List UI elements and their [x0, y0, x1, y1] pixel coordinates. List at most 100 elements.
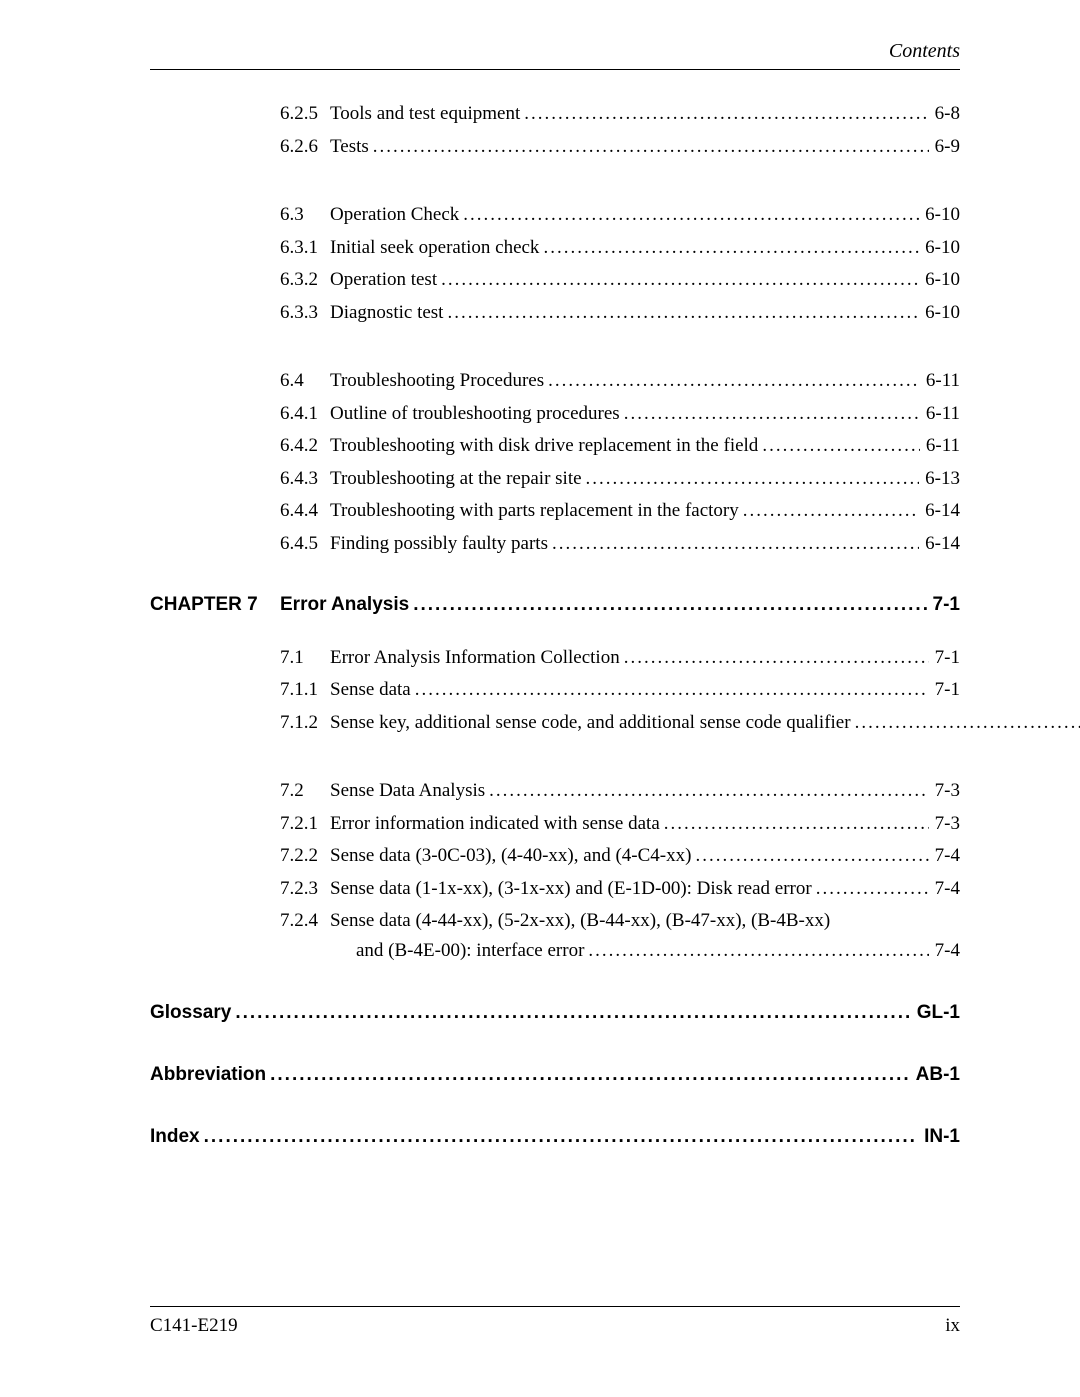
toc-num: 6.3.2: [280, 266, 330, 294]
toc-num: 6.3.3: [280, 299, 330, 327]
toc-num: 6.4: [280, 367, 330, 395]
chapter-7-heading: CHAPTER 7 Error Analysis 7-1: [150, 594, 960, 616]
spacer: [150, 344, 960, 362]
footer-page-num: ix: [945, 1315, 960, 1337]
leader-dots: [489, 777, 929, 805]
toc-page: 7-3: [929, 777, 960, 805]
toc-page: 7-3: [929, 810, 960, 838]
toc-title: Outline of troubleshooting procedures: [330, 400, 624, 428]
toc-page: 7-4: [929, 842, 960, 870]
leader-dots: [762, 432, 920, 460]
toc-page: 6-10: [919, 234, 960, 262]
leader-dots: [548, 367, 920, 395]
toc-title: Sense data (1-1x-xx), (3-1x-xx) and (E-1…: [330, 875, 816, 903]
abbreviation-entry: Abbreviation AB-1: [150, 1064, 960, 1086]
chapter-label: CHAPTER 7: [150, 594, 280, 616]
leader-dots: [463, 201, 919, 229]
toc-page: 7-4: [929, 875, 960, 903]
toc-entry: 6.4.2 Troubleshooting with disk drive re…: [280, 432, 960, 460]
toc-entry: 6.4.3 Troubleshooting at the repair site…: [280, 465, 960, 493]
toc-page: 6-8: [929, 100, 960, 128]
toc-page: 7-1: [929, 644, 960, 672]
spacer: [150, 754, 960, 772]
toc-entry: 7.2 Sense Data Analysis 7-3: [280, 777, 960, 805]
page-container: Contents 6.2.5 Tools and test equipment …: [0, 0, 1080, 1208]
page-footer: C141-E219 ix: [150, 1306, 960, 1337]
toc-entry: 6.3.3 Diagnostic test 6-10: [280, 299, 960, 327]
toc-num: 7.2.3: [280, 875, 330, 903]
leader-dots: [543, 234, 919, 262]
leader-dots: [695, 842, 928, 870]
toc-num: 6.4.1: [280, 400, 330, 428]
toc-entry: 7.1 Error Analysis Information Collectio…: [280, 644, 960, 672]
toc-num: 6.3: [280, 201, 330, 229]
toc-entry: 7.2.3 Sense data (1-1x-xx), (3-1x-xx) an…: [280, 875, 960, 903]
toc-entry-724-line1: 7.2.4 Sense data (4-44-xx), (5-2x-xx), (…: [280, 907, 960, 935]
toc-page: 7-4: [929, 940, 960, 962]
toc-entry: 6.4.4 Troubleshooting with parts replace…: [280, 497, 960, 525]
toc-title: Troubleshooting with disk drive replacem…: [330, 432, 762, 460]
chapter-title: Error Analysis: [280, 594, 413, 616]
toc-entry: 7.1.2 Sense key, additional sense code, …: [280, 709, 960, 737]
toc-page: 7-1: [929, 676, 960, 704]
chapter-page: 7-1: [927, 594, 960, 616]
toc-entry: 6.2.6 Tests 6-9: [280, 133, 960, 161]
toc-num: 7.2.4: [280, 907, 330, 935]
toc-num: 7.1.1: [280, 676, 330, 704]
index-entry: Index IN-1: [150, 1126, 960, 1148]
toc-group-6-2: 6.2.5 Tools and test equipment 6-8 6.2.6…: [150, 100, 960, 160]
toc-entry: 7.1.1 Sense data 7-1: [280, 676, 960, 704]
toc-num: 6.4.3: [280, 465, 330, 493]
leader-dots: [624, 644, 929, 672]
toc-num: 7.2: [280, 777, 330, 805]
toc-title: Error information indicated with sense d…: [330, 810, 664, 838]
toc-title: Diagnostic test: [330, 299, 447, 327]
toc-entry: 6.3.2 Operation test 6-10: [280, 266, 960, 294]
toc-title: Troubleshooting Procedures: [330, 367, 548, 395]
toc-group-6-4: 6.4 Troubleshooting Procedures 6-11 6.4.…: [150, 367, 960, 557]
toc-title: Troubleshooting with parts replacement i…: [330, 497, 743, 525]
toc-group-7-1: 7.1 Error Analysis Information Collectio…: [150, 644, 960, 737]
toc-title: Initial seek operation check: [330, 234, 543, 262]
footer-row: C141-E219 ix: [150, 1315, 960, 1337]
toc-title: Sense data: [330, 676, 415, 704]
toc-num: 6.2.6: [280, 133, 330, 161]
leader-dots: [552, 530, 919, 558]
backmatter-page: AB-1: [910, 1064, 960, 1086]
leader-dots: [447, 299, 919, 327]
toc-num: 7.2.1: [280, 810, 330, 838]
toc-title: Sense key, additional sense code, and ad…: [330, 709, 855, 737]
toc-num: 7.2.2: [280, 842, 330, 870]
leader-dots: [524, 100, 928, 128]
toc-title: Operation test: [330, 266, 441, 294]
leader-dots: [624, 400, 920, 428]
toc-page: 6-14: [919, 497, 960, 525]
leader-dots: [413, 594, 926, 616]
toc-num: 6.4.2: [280, 432, 330, 460]
toc-title: and (B-4E-00): interface error: [356, 940, 588, 962]
leader-dots: [816, 875, 929, 903]
backmatter-page: IN-1: [918, 1126, 960, 1148]
leader-dots: [235, 1002, 910, 1024]
toc-page: 6-11: [920, 432, 960, 460]
toc-title: Tests: [330, 133, 373, 161]
toc-num: 6.2.5: [280, 100, 330, 128]
toc-page: 6-11: [920, 400, 960, 428]
header-contents: Contents: [150, 40, 960, 70]
leader-dots: [664, 810, 929, 838]
footer-doc-id: C141-E219: [150, 1315, 238, 1337]
toc-entry: 6.4.5 Finding possibly faulty parts 6-14: [280, 530, 960, 558]
leader-dots: [373, 133, 929, 161]
toc-page: 6-9: [929, 133, 960, 161]
toc-title: Finding possibly faulty parts: [330, 530, 552, 558]
leader-dots: [204, 1126, 918, 1148]
toc-title: Sense data (4-44-xx), (5-2x-xx), (B-44-x…: [330, 907, 834, 935]
toc-title: Sense data (3-0C-03), (4-40-xx), and (4-…: [330, 842, 695, 870]
toc-entry: 6.3.1 Initial seek operation check 6-10: [280, 234, 960, 262]
toc-title: Tools and test equipment: [330, 100, 524, 128]
leader-dots: [588, 940, 928, 962]
toc-page: 6-10: [919, 299, 960, 327]
leader-dots: [415, 676, 929, 704]
toc-page: 6-13: [919, 465, 960, 493]
toc-entry: 6.4 Troubleshooting Procedures 6-11: [280, 367, 960, 395]
